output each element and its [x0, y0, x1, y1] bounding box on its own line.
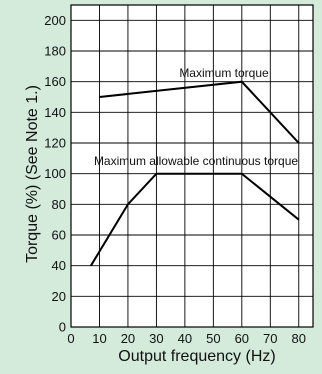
y-axis-label: Torque (%) (See Note 1.) [24, 85, 41, 263]
x-tick-label: 20 [121, 331, 135, 346]
x-axis-label: Output frequency (Hz) [118, 348, 275, 365]
x-tick-label: 10 [92, 331, 106, 346]
y-tick-label: 60 [52, 228, 66, 243]
x-tick-label: 70 [263, 331, 277, 346]
x-tick-label: 80 [292, 331, 306, 346]
x-tick-label: 30 [149, 331, 163, 346]
x-tick-label: 60 [235, 331, 249, 346]
series-label-continuous-torque: Maximum allowable continuous torque [94, 154, 298, 168]
y-tick-label: 100 [44, 166, 66, 181]
y-tick-label: 140 [44, 105, 66, 120]
grid [71, 5, 313, 327]
y-tick-label: 180 [44, 44, 66, 59]
x-tick-label: 0 [67, 331, 74, 346]
x-tick-label: 50 [206, 331, 220, 346]
y-tick-label: 200 [44, 13, 66, 28]
x-tick-label: 40 [178, 331, 192, 346]
y-tick-label: 80 [52, 197, 66, 212]
series-label-maximum-torque: Maximum torque [179, 66, 269, 80]
y-tick-label: 20 [52, 289, 66, 304]
series-line-continuous-torque [90, 172, 300, 267]
y-tick-label: 160 [44, 74, 66, 89]
series-line-maximum-torque [99, 80, 300, 144]
label-backing [86, 151, 308, 169]
y-tick-label: 40 [52, 258, 66, 273]
y-tick-label: 0 [59, 320, 66, 335]
label-backing [162, 63, 286, 81]
y-tick-label: 120 [44, 136, 66, 151]
